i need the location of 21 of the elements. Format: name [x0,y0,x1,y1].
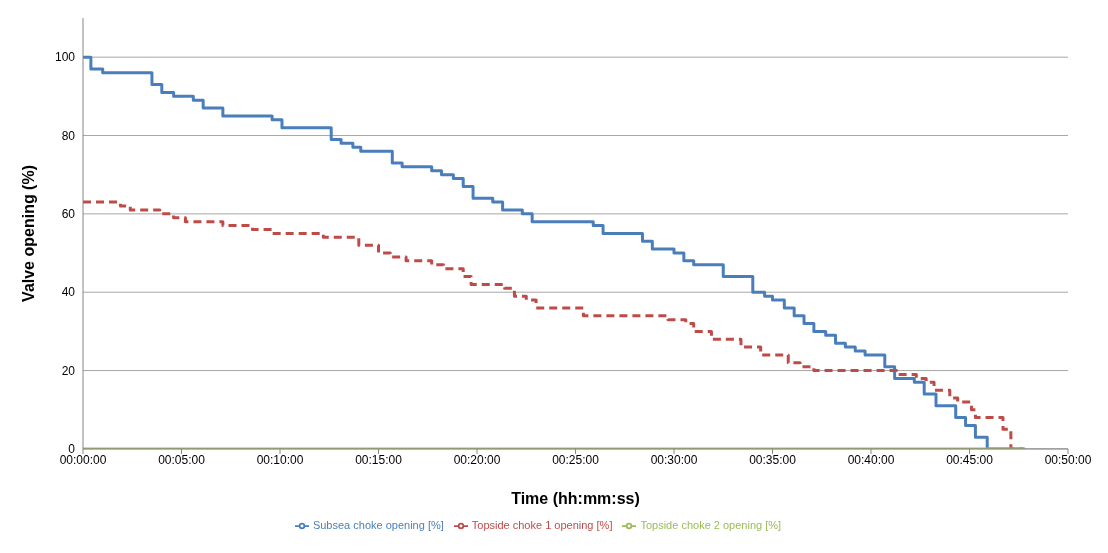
x-tick-label: 00:05:00 [158,453,206,468]
x-tick-label: 00:15:00 [355,453,403,468]
x-tick-label: 00:40:00 [847,453,895,468]
x-tick-label: 00:30:00 [650,453,698,468]
legend-label: Subsea choke opening [%] [312,518,444,531]
y-tick-label: 80 [61,128,76,143]
y-tick-label: 60 [61,207,76,222]
x-tick-label: 00:35:00 [749,453,797,468]
x-tick-label: 00:20:00 [453,453,501,468]
y-tick-label: 40 [61,285,76,300]
x-tick-label: 00:50:00 [1044,453,1092,468]
legend-label: Topside choke 2 opening [%] [640,518,782,531]
x-tick-label: 00:45:00 [946,453,994,468]
x-tick-label: 00:10:00 [256,453,304,468]
legend-label: Topside choke 1 opening [%] [471,518,613,531]
y-tick-label: 100 [54,50,76,65]
x-tick-label: 00:00:00 [59,453,107,468]
x-axis-title: Time (hh:mm:ss) [511,489,640,507]
y-tick-label: 20 [61,363,76,378]
y-axis-title: Valve opening (%) [19,164,37,302]
x-tick-label: 00:25:00 [552,453,600,468]
